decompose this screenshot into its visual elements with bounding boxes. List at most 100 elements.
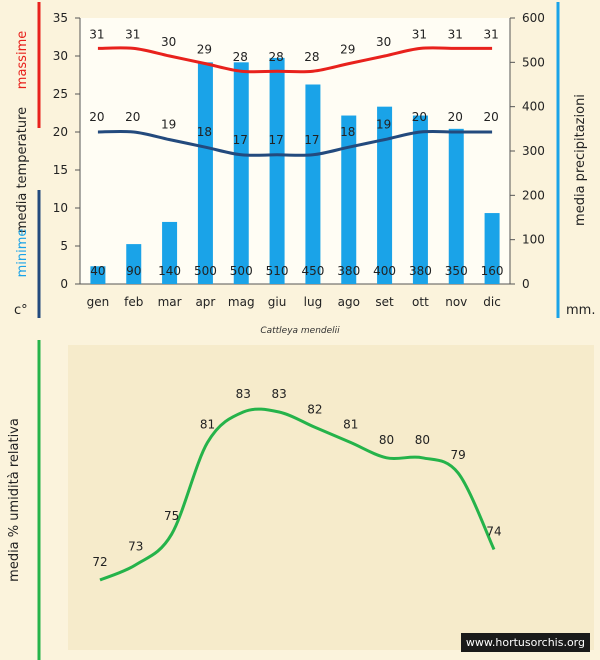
precipitation-value-label: 500 [230, 264, 253, 278]
humidity-value-label: 83 [271, 387, 286, 401]
precipitation-value-label: 510 [266, 264, 289, 278]
left-axis-label-temperature: media temperature [15, 107, 30, 233]
left-axis-label-massime: massime [15, 31, 30, 89]
massime-value-label: 31 [412, 27, 427, 41]
massime-value-label: 31 [483, 27, 498, 41]
left-tick-label: 5 [60, 239, 68, 253]
month-label: mar [158, 295, 182, 309]
massime-value-label: 31 [448, 27, 463, 41]
precipitation-value-label: 450 [301, 264, 324, 278]
humidity-value-label: 81 [200, 418, 215, 432]
minime-value-label: 17 [304, 133, 319, 147]
right-tick-label: 600 [522, 11, 545, 25]
humidity-value-label: 83 [236, 387, 251, 401]
minime-value-label: 17 [233, 133, 248, 147]
minime-line [97, 129, 493, 157]
massime-value-label: 29 [197, 43, 212, 57]
precipitation-bar [341, 115, 357, 285]
humidity-value-label: 73 [128, 540, 143, 554]
precipitation-value-label: 380 [337, 264, 360, 278]
minime-value-label: 19 [376, 118, 391, 132]
minime-value-label: 20 [412, 110, 427, 124]
humidity-value-label: 79 [451, 448, 466, 462]
humidity-value-label: 72 [92, 555, 107, 569]
humidity-plot-area [68, 345, 594, 650]
precipitation-value-label: 350 [445, 264, 468, 278]
massime-value-label: 31 [125, 27, 140, 41]
month-label: ott [412, 295, 429, 309]
minime-value-label: 20 [448, 110, 463, 124]
precipitation-bar [412, 115, 428, 285]
precipitation-bar [126, 244, 142, 284]
right-tick-label: 400 [522, 100, 545, 114]
massime-line [97, 46, 493, 74]
minime-value-label: 20 [483, 110, 498, 124]
massime-value-label: 30 [161, 35, 176, 49]
minime-value-label: 19 [161, 118, 176, 132]
left-tick-label: 0 [60, 277, 68, 291]
humidity-value-label: 80 [415, 433, 430, 447]
precipitation-bar [484, 213, 500, 284]
humidity-value-label: 81 [343, 418, 358, 432]
humidity-value-label: 80 [379, 433, 394, 447]
month-label: set [375, 295, 394, 309]
month-label: nov [445, 295, 467, 309]
precipitation-value-label: 160 [481, 264, 504, 278]
minime-value-label: 18 [340, 125, 355, 139]
right-axis-label: media precipitazioni [573, 94, 588, 226]
humidity-chart: media % umidità relativa 72 73 75 81 83 83 82 8… [7, 340, 594, 660]
massime-value-label: 31 [89, 27, 104, 41]
month-label: lug [304, 295, 323, 309]
humidity-value-label: 75 [164, 509, 179, 523]
minime-value-label: 17 [268, 133, 283, 147]
massime-value-label: 28 [268, 50, 283, 64]
massime-value-label: 29 [340, 43, 355, 57]
month-label: feb [124, 295, 143, 309]
precipitation-value-label: 90 [126, 264, 141, 278]
month-label: ago [338, 295, 360, 309]
humidity-line [99, 407, 496, 582]
precipitation-bar [305, 84, 321, 284]
left-tick-label: 10 [53, 201, 68, 215]
precipitation-bar [448, 128, 464, 284]
month-label: mag [228, 295, 255, 309]
minime-value-label: 20 [89, 110, 104, 124]
massime-value-label: 28 [233, 50, 248, 64]
precipitation-bar [233, 62, 249, 285]
right-tick-label: 100 [522, 233, 545, 247]
precipitation-value-label: 40 [90, 264, 105, 278]
precipitation-bar [377, 106, 393, 285]
precipitation-value-label: 140 [158, 264, 181, 278]
left-tick-label: 15 [53, 163, 68, 177]
left-axis-label-minime: minime [15, 229, 30, 278]
month-label: dic [483, 295, 501, 309]
left-tick-label: 25 [53, 87, 68, 101]
humidity-value-label: 82 [307, 402, 322, 416]
humidity-value-label: 74 [486, 524, 501, 538]
massime-value-label: 30 [376, 35, 391, 49]
month-label: giu [268, 295, 287, 309]
left-tick-label: 35 [53, 11, 68, 25]
watermark: www.hortusorchis.org [460, 633, 590, 652]
right-tick-label: 0 [522, 277, 530, 291]
month-label: apr [195, 295, 215, 309]
precipitation-bar [197, 62, 213, 285]
precipitation-bar [269, 57, 285, 285]
right-tick-label: 300 [522, 144, 545, 158]
left-tick-label: 20 [53, 125, 68, 139]
month-label: gen [87, 295, 110, 309]
precipitation-value-label: 380 [409, 264, 432, 278]
temperature-precipitation-chart: massime media temperature minime c° medi… [14, 2, 595, 336]
right-axis-unit: mm. [566, 303, 595, 318]
right-tick-label: 200 [522, 188, 545, 202]
precipitation-bar [90, 266, 106, 284]
precipitation-bar [162, 221, 178, 284]
massime-value-label: 28 [304, 50, 319, 64]
top-plot-area [80, 18, 510, 284]
precipitation-value-label: 400 [373, 264, 396, 278]
minime-value-label: 20 [125, 110, 140, 124]
left-axis-unit: c° [14, 303, 28, 318]
minime-value-label: 18 [197, 125, 212, 139]
precipitation-value-label: 500 [194, 264, 217, 278]
